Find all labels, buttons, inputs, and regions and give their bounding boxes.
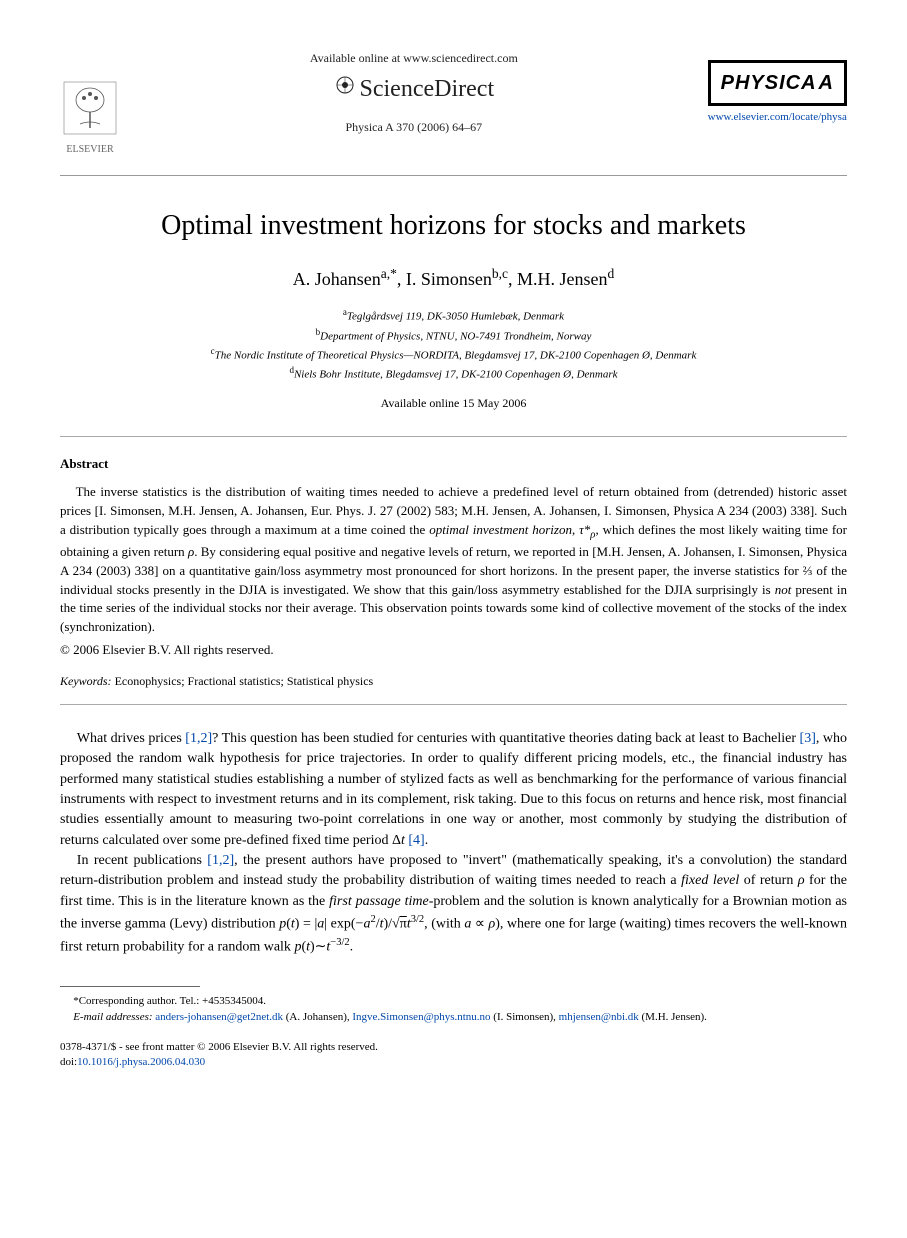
- issn-line: 0378-4371/$ - see front matter © 2006 El…: [60, 1040, 847, 1055]
- email-addresses-line: E-mail addresses: anders-johansen@get2ne…: [60, 1009, 847, 1026]
- footnote-block: *Corresponding author. Tel.: +4535345004…: [60, 993, 847, 1026]
- doi-link[interactable]: 10.1016/j.physa.2006.04.030: [77, 1056, 205, 1068]
- footnote-divider: [60, 986, 200, 987]
- journal-reference: Physica A 370 (2006) 64–67: [120, 119, 708, 136]
- footer-block: 0378-4371/$ - see front matter © 2006 El…: [60, 1040, 847, 1071]
- article-title: Optimal investment horizons for stocks a…: [60, 206, 847, 245]
- physica-logo: PHYSICAA: [708, 60, 847, 106]
- affiliations-block: aTeglgårdsvej 119, DK-3050 Humlebæk, Den…: [60, 306, 847, 383]
- email-list: anders-johansen@get2net.dk (A. Johansen)…: [153, 1011, 707, 1023]
- elsevier-tree-icon: [60, 80, 120, 141]
- journal-url-link[interactable]: www.elsevier.com/locate/physa: [708, 110, 847, 125]
- sciencedirect-icon: [334, 73, 356, 107]
- physica-block: PHYSICAA www.elsevier.com/locate/physa: [708, 50, 847, 125]
- affiliation-a: aTeglgårdsvej 119, DK-3050 Humlebæk, Den…: [60, 306, 847, 325]
- affiliation-b: bDepartment of Physics, NTNU, NO-7491 Tr…: [60, 326, 847, 345]
- doi-line: doi:10.1016/j.physa.2006.04.030: [60, 1055, 847, 1070]
- authors-line: A. Johansena,*, I. Simonsenb,c, M.H. Jen…: [60, 265, 847, 292]
- header-row: ELSEVIER Available online at www.science…: [60, 50, 847, 157]
- publication-date: Available online 15 May 2006: [60, 395, 847, 412]
- abstract-heading: Abstract: [60, 455, 847, 473]
- keywords-line: Keywords: Econophysics; Fractional stati…: [60, 673, 847, 690]
- body-paragraph-1: What drives prices [1,2]? This question …: [60, 729, 847, 851]
- copyright-line: © 2006 Elsevier B.V. All rights reserved…: [60, 641, 847, 659]
- email-label: E-mail addresses:: [73, 1011, 152, 1023]
- available-online-text: Available online at www.sciencedirect.co…: [120, 50, 708, 67]
- abstract-bottom-divider: [60, 704, 847, 705]
- doi-label: doi:: [60, 1056, 77, 1068]
- physica-text: PHYSICA: [721, 72, 817, 94]
- keywords-label: Keywords:: [60, 674, 112, 688]
- keywords-text: Econophysics; Fractional statistics; Sta…: [112, 674, 374, 688]
- abstract-top-divider: [60, 436, 847, 437]
- affiliation-d: dNiels Bohr Institute, Blegdamsvej 17, D…: [60, 364, 847, 383]
- physica-letter: A: [819, 69, 834, 97]
- abstract-text: The inverse statistics is the distributi…: [60, 483, 847, 637]
- corresponding-author: *Corresponding author. Tel.: +4535345004…: [60, 993, 847, 1010]
- elsevier-label: ELSEVIER: [60, 143, 120, 157]
- header-divider: [60, 175, 847, 176]
- sciencedirect-text: ScienceDirect: [360, 76, 495, 102]
- body-section: What drives prices [1,2]? This question …: [60, 729, 847, 958]
- body-paragraph-2: In recent publications [1,2], the presen…: [60, 851, 847, 958]
- sciencedirect-logo: ScienceDirect: [120, 73, 708, 107]
- elsevier-logo: ELSEVIER: [60, 80, 120, 157]
- center-header: Available online at www.sciencedirect.co…: [120, 50, 708, 136]
- affiliation-c: cThe Nordic Institute of Theoretical Phy…: [60, 345, 847, 364]
